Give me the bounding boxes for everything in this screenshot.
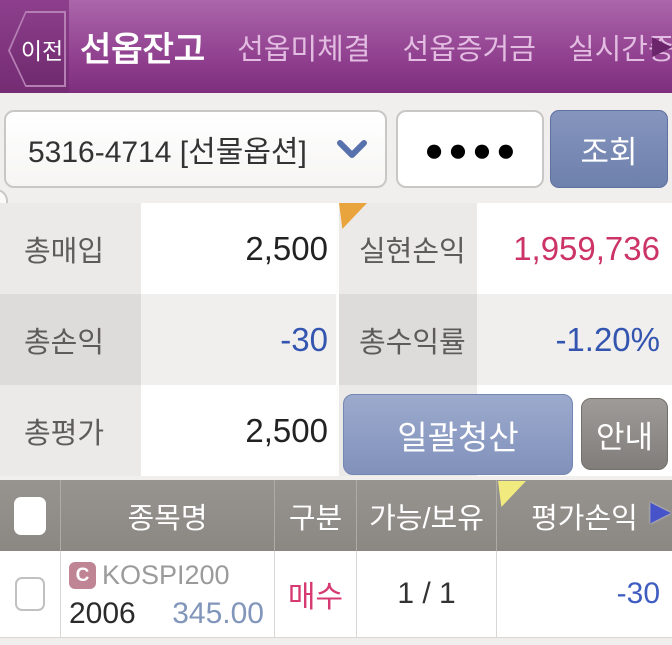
bottom-divider: [0, 637, 672, 645]
liquidate-all-button[interactable]: 일괄청산: [343, 394, 573, 475]
header-valuation-pl: 평가손익 ▶: [496, 480, 672, 551]
summary-row-purchase: 총매입 2,500 실현손익 1,959,736: [0, 203, 672, 294]
top-nav: 이전 선옵잔고 선옵미체결 선옵증거금 실시간증거금 ▶: [0, 0, 672, 93]
chevron-down-icon: [337, 140, 367, 158]
qty-value: 1 / 1: [397, 577, 456, 610]
realized-pl-label: 실현손익: [359, 235, 466, 268]
header-instrument: 종목명: [60, 480, 274, 551]
total-purchase-label: 총매입: [0, 203, 141, 294]
inquiry-button[interactable]: 조회: [550, 110, 668, 188]
instrument-detail-line: 2006 345.00: [69, 597, 264, 631]
tab-realtime-margin[interactable]: 실시간증거금: [567, 33, 672, 66]
nav-tabs: 선옵잔고 선옵미체결 선옵증거금 실시간증거금: [80, 0, 672, 93]
instrument-name: KOSPI200: [102, 560, 230, 590]
total-return-label: 총수익률: [359, 326, 466, 359]
summary-divider: [336, 203, 339, 294]
info-button-label: 안내: [595, 419, 654, 455]
tab-futures-margin[interactable]: 선옵증거금: [402, 33, 536, 66]
select-all-checkbox[interactable]: [14, 496, 46, 535]
row-checkbox[interactable]: [15, 577, 45, 611]
row-checkbox-cell: [0, 551, 60, 637]
liquidate-all-label: 일괄청산: [397, 418, 519, 456]
password-masked-value: ●●●●: [424, 130, 520, 168]
orange-corner-flag-icon: [339, 203, 367, 229]
total-pl-value: -30: [141, 294, 336, 385]
positions-table-header: 종목명 구분 가능/보유 평가손익 ▶: [0, 480, 672, 551]
header-valuation-pl-label: 평가손익: [531, 502, 638, 535]
tab-futures-unfilled[interactable]: 선옵미체결: [237, 33, 371, 66]
realized-pl-value: 1,959,736: [477, 203, 672, 294]
side-cell: 매수: [274, 551, 356, 637]
call-option-badge: C: [69, 562, 96, 589]
summary-row-pl: 총손익 -30 총수익률 -1.20%: [0, 294, 672, 385]
tab-futures-balance[interactable]: 선옵잔고: [80, 31, 206, 69]
qty-cell: 1 / 1: [356, 551, 496, 637]
total-pl-label: 총손익: [0, 294, 141, 385]
position-row[interactable]: C KOSPI200 2006 345.00 매수 1 / 1 -30: [0, 551, 672, 637]
instrument-code: 2006: [69, 597, 136, 630]
yellow-corner-flag-icon: [498, 481, 526, 507]
instrument-price: 345.00: [172, 597, 264, 630]
pl-value: -30: [616, 577, 660, 610]
instrument-cell: C KOSPI200 2006 345.00: [60, 551, 274, 637]
header-side: 구분: [274, 480, 356, 551]
info-button[interactable]: 안내: [581, 398, 668, 470]
password-field[interactable]: ●●●●: [396, 110, 544, 188]
total-return-value: -1.20%: [477, 294, 672, 385]
header-available-held: 가능/보유: [356, 480, 496, 551]
column-scroll-arrow-icon[interactable]: ▶: [650, 496, 671, 526]
instrument-title-line: C KOSPI200: [69, 560, 274, 591]
total-purchase-value: 2,500: [141, 203, 336, 294]
pl-cell: -30: [496, 551, 672, 637]
account-select-value: 5316-4714 [선물옵션]: [28, 136, 307, 169]
total-return-label-cell: 총수익률: [339, 294, 477, 385]
select-all-cell: [0, 480, 60, 551]
realized-pl-label-cell: 실현손익: [339, 203, 477, 294]
back-button-label: 이전: [20, 38, 64, 64]
side-value: 매수: [287, 581, 344, 614]
account-select[interactable]: 5316-4714 [선물옵션]: [4, 110, 387, 188]
total-valuation-label: 총평가: [0, 385, 141, 476]
total-valuation-value: 2,500: [141, 385, 336, 476]
inquiry-button-label: 조회: [580, 134, 638, 170]
nav-more-arrow-icon[interactable]: ▶: [652, 30, 672, 60]
summary-divider: [336, 294, 339, 385]
summary-divider: [336, 385, 339, 476]
